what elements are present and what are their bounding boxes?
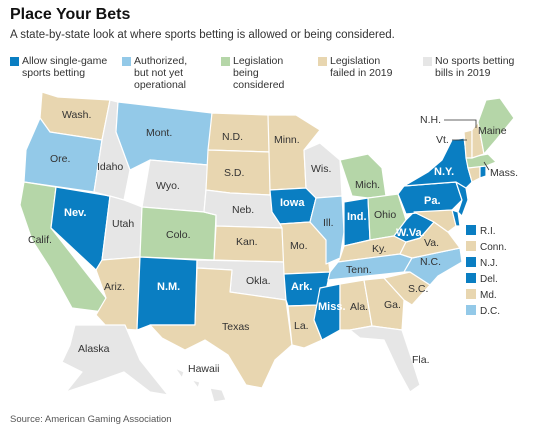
- state-label: Ariz.: [104, 281, 125, 293]
- state-label: Ga.: [384, 299, 401, 311]
- state-label: Iowa: [280, 197, 305, 209]
- small-state-label: Del.: [480, 274, 498, 285]
- state-ri: [479, 165, 487, 179]
- legend-item-authorized: Authorized, but not yet operational: [122, 55, 187, 91]
- state-label: Ohio: [374, 209, 396, 221]
- legend-item-considered: Legislation being considered: [221, 55, 284, 91]
- state-label: Calif.: [28, 234, 52, 246]
- state-label: Va.: [424, 237, 439, 249]
- state-fl: [349, 325, 421, 393]
- small-state-label: Conn.: [480, 242, 507, 253]
- state-label: Colo.: [166, 229, 191, 241]
- legend-label: Allow single-game sports betting: [22, 55, 108, 79]
- state-label: N.H.: [420, 114, 441, 126]
- state-label: N.D.: [222, 131, 243, 143]
- state-label: Neb.: [232, 204, 254, 216]
- state-label: Ark.: [291, 281, 312, 293]
- legend-swatch: [423, 57, 432, 66]
- state-label: Nev.: [64, 207, 86, 219]
- state-label: Hawaii: [188, 363, 220, 375]
- state-nm: [136, 256, 198, 331]
- state-label: Minn.: [274, 134, 300, 146]
- state-label: Texas: [222, 321, 249, 333]
- small-state-swatch: [466, 273, 476, 283]
- state-label: Wash.: [62, 109, 91, 121]
- small-state-swatch: [466, 241, 476, 251]
- page-title: Place Your Bets: [10, 6, 131, 23]
- state-label: Wis.: [311, 163, 331, 175]
- legend-label: Authorized, but not yet operational: [134, 55, 188, 91]
- state-label: Ala.: [350, 301, 368, 313]
- legend-item-none: No sports betting bills in 2019: [423, 55, 514, 79]
- state-label: Ore.: [50, 153, 70, 165]
- small-state-swatch: [466, 257, 476, 267]
- state-label: Tenn.: [346, 264, 372, 276]
- state-label: N.Y.: [434, 166, 454, 178]
- legend-label: Legislation being considered: [233, 55, 285, 91]
- state-mi: [339, 153, 387, 199]
- state-ak: [61, 324, 169, 396]
- state-label: Mich.: [355, 179, 380, 191]
- state-tx: [149, 267, 293, 389]
- legend-swatch: [122, 57, 131, 66]
- legend-swatch: [10, 57, 19, 66]
- state-de: [451, 209, 461, 227]
- state-hi: [174, 367, 227, 403]
- state-label: Mass.: [490, 167, 518, 179]
- state-me: [477, 97, 515, 155]
- legend-swatch: [318, 57, 327, 66]
- state-label: S.D.: [224, 167, 244, 179]
- state-label: Vt.: [436, 134, 449, 146]
- state-label: La.: [294, 320, 309, 332]
- state-label: Alaska: [78, 343, 110, 355]
- state-label: S.C.: [408, 283, 428, 295]
- state-label: Pa.: [424, 195, 441, 207]
- legend-item-single-game: Allow single-game sports betting: [10, 55, 107, 79]
- state-label: Kan.: [236, 236, 258, 248]
- state-il: [309, 195, 345, 265]
- state-label: Fla.: [412, 354, 430, 366]
- state-label: N.M.: [157, 281, 180, 293]
- state-sc: [383, 271, 431, 306]
- state-label: Maine: [478, 125, 507, 137]
- legend-item-failed: Legislation failed in 2019: [318, 55, 392, 79]
- state-ms: [313, 283, 341, 341]
- state-vt: [463, 129, 473, 159]
- state-label: Miss.: [318, 301, 346, 313]
- legend-label: No sports betting bills in 2019: [435, 55, 515, 79]
- state-label: W.Va.: [396, 227, 425, 239]
- leader-line-nh: [444, 119, 477, 128]
- state-label: Ind.: [347, 211, 367, 223]
- small-state-key: R.I. Conn. N.J. Del. Md. D.C.: [466, 225, 507, 317]
- small-state-label: Md.: [480, 290, 497, 301]
- state-label: Wyo.: [156, 180, 180, 192]
- state-label: Ky.: [372, 243, 386, 255]
- legend-swatch: [221, 57, 230, 66]
- legend-label: Legislation failed in 2019: [330, 55, 393, 79]
- leader-line-ma: [483, 161, 490, 171]
- state-label: Mont.: [146, 127, 172, 139]
- small-state-label: R.I.: [480, 226, 496, 237]
- state-label: N.C.: [420, 256, 441, 268]
- small-state-label: N.J.: [480, 258, 498, 269]
- small-state-swatch: [466, 289, 476, 299]
- small-state-swatch: [466, 305, 476, 315]
- state-label: Ill.: [323, 217, 334, 229]
- state-label: Utah: [112, 218, 134, 230]
- state-label: Mo.: [290, 240, 308, 252]
- small-state-swatch: [466, 225, 476, 235]
- state-label: Okla.: [246, 275, 271, 287]
- source-note: Source: American Gaming Association: [10, 414, 172, 425]
- page-subtitle: A state-by-state look at where sports be…: [10, 29, 395, 41]
- state-label: Idaho: [97, 161, 123, 173]
- state-ga: [363, 277, 405, 331]
- small-state-label: D.C.: [480, 306, 500, 317]
